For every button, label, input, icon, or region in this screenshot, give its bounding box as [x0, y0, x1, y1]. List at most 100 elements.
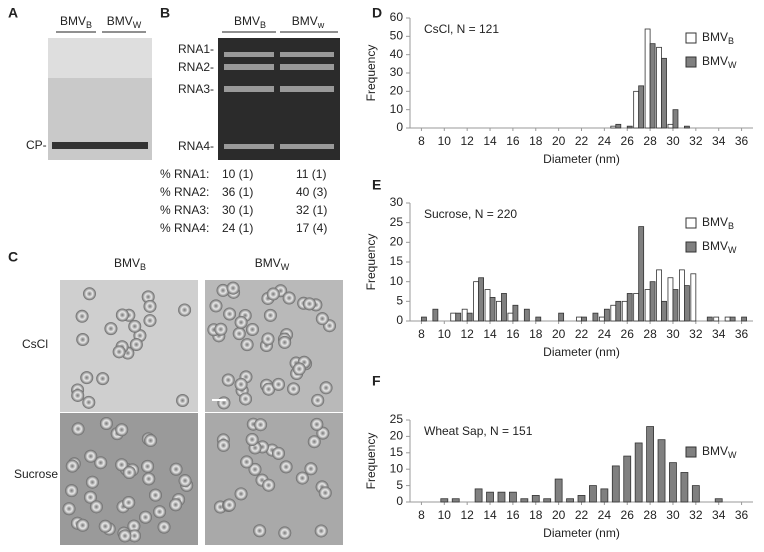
panel-label: D: [372, 5, 382, 21]
virion: [319, 381, 333, 395]
y-tick-label: 0: [396, 313, 403, 327]
chart-title: Sucrose, N = 220: [424, 207, 517, 221]
virion: [62, 502, 76, 516]
band-label: RNA2-: [178, 60, 214, 74]
x-tick-label: 16: [506, 327, 520, 341]
bar: [610, 304, 617, 322]
bar: [558, 312, 565, 322]
virion: [314, 524, 328, 538]
panel-label: E: [372, 177, 381, 193]
x-axis-label: Diameter (nm): [543, 345, 620, 359]
x-tick-label: 34: [712, 134, 726, 148]
lane-header: BMVB: [60, 14, 92, 30]
bar: [656, 269, 662, 322]
bar: [684, 285, 690, 322]
virion: [262, 478, 276, 492]
table-cell: 17 (4): [296, 221, 327, 235]
virion: [248, 462, 262, 476]
bar: [679, 269, 685, 322]
lane-header: BMVW: [107, 14, 142, 30]
bar: [724, 316, 731, 322]
x-tick-label: 14: [483, 134, 497, 148]
bar: [455, 312, 462, 322]
legend-label: BMVW: [702, 239, 737, 255]
virion: [84, 449, 98, 463]
legend-swatch: [685, 241, 697, 253]
bar: [592, 312, 599, 322]
bar: [672, 109, 679, 129]
virion: [144, 434, 158, 448]
x-tick-label: 24: [598, 327, 612, 341]
bar: [535, 316, 542, 322]
bar: [486, 491, 494, 503]
table-cell: 36 (1): [222, 185, 253, 199]
bar: [512, 304, 519, 322]
virion: [112, 345, 126, 359]
bar: [690, 273, 697, 322]
y-tick-label: 40: [390, 47, 404, 61]
bar: [623, 455, 632, 503]
virion: [178, 303, 192, 317]
virion: [75, 309, 89, 323]
bar: [657, 439, 666, 503]
x-tick-label: 28: [643, 134, 657, 148]
y-axis-label: Frequency: [364, 45, 378, 102]
table-cell: % RNA1:: [160, 167, 209, 181]
x-tick-label: 8: [418, 134, 425, 148]
bar: [466, 312, 473, 322]
virion: [271, 446, 285, 460]
lane-header: BMVB: [234, 14, 266, 30]
legend-label: BMVW: [702, 444, 737, 460]
legend-label: BMVW: [702, 54, 737, 70]
legend-swatch: [685, 56, 697, 68]
virion: [127, 529, 141, 543]
x-axis-label: Diameter (nm): [543, 152, 620, 166]
histogram: 0 5 10 15 20 25 8 10 12 14 16 18 20 22 24 26 28 30 32 34 36 D…: [364, 412, 753, 540]
virion: [263, 308, 277, 322]
column-header: BMVB: [114, 256, 146, 272]
virion: [278, 526, 292, 540]
bar: [577, 495, 586, 503]
gel-band: [52, 142, 148, 149]
bar: [507, 312, 514, 322]
virion: [143, 314, 157, 328]
bar: [638, 226, 645, 322]
chart-title: CsCl, N = 121: [424, 22, 499, 36]
virion: [104, 322, 118, 336]
legend-label: BMVB: [702, 30, 734, 46]
virion: [239, 392, 253, 406]
x-tick-label: 12: [460, 327, 474, 341]
virion: [89, 500, 103, 514]
table-cell: 30 (1): [222, 203, 253, 217]
bar: [581, 316, 587, 322]
histogram: 0 10 20 30 40 50 60 8 10 12 14 16 18 20 22 24 26 28 30 32 34…: [364, 10, 753, 166]
x-tick-label: 12: [460, 134, 474, 148]
y-tick-label: 25: [390, 412, 404, 426]
x-tick-label: 28: [643, 508, 657, 522]
virion: [169, 498, 183, 512]
virion: [118, 529, 132, 543]
y-tick-label: 30: [390, 195, 404, 209]
x-tick-label: 10: [438, 327, 452, 341]
virion: [307, 435, 321, 449]
x-tick-label: 14: [483, 508, 497, 522]
virion: [153, 505, 167, 519]
bar: [543, 498, 552, 503]
band-label: CP-: [26, 138, 47, 152]
x-tick-label: 18: [529, 134, 543, 148]
em-images: [60, 280, 343, 545]
bar: [589, 485, 597, 503]
bar: [626, 125, 633, 129]
bar: [661, 57, 667, 129]
bar: [566, 498, 574, 503]
virion: [99, 417, 113, 431]
bar: [520, 498, 529, 503]
y-tick-label: 50: [390, 29, 404, 43]
virion: [148, 488, 162, 502]
bar: [484, 289, 491, 322]
bar: [714, 498, 723, 503]
x-tick-label: 36: [735, 327, 749, 341]
virion: [262, 382, 276, 396]
x-tick-label: 20: [552, 508, 566, 522]
bar: [600, 488, 609, 503]
